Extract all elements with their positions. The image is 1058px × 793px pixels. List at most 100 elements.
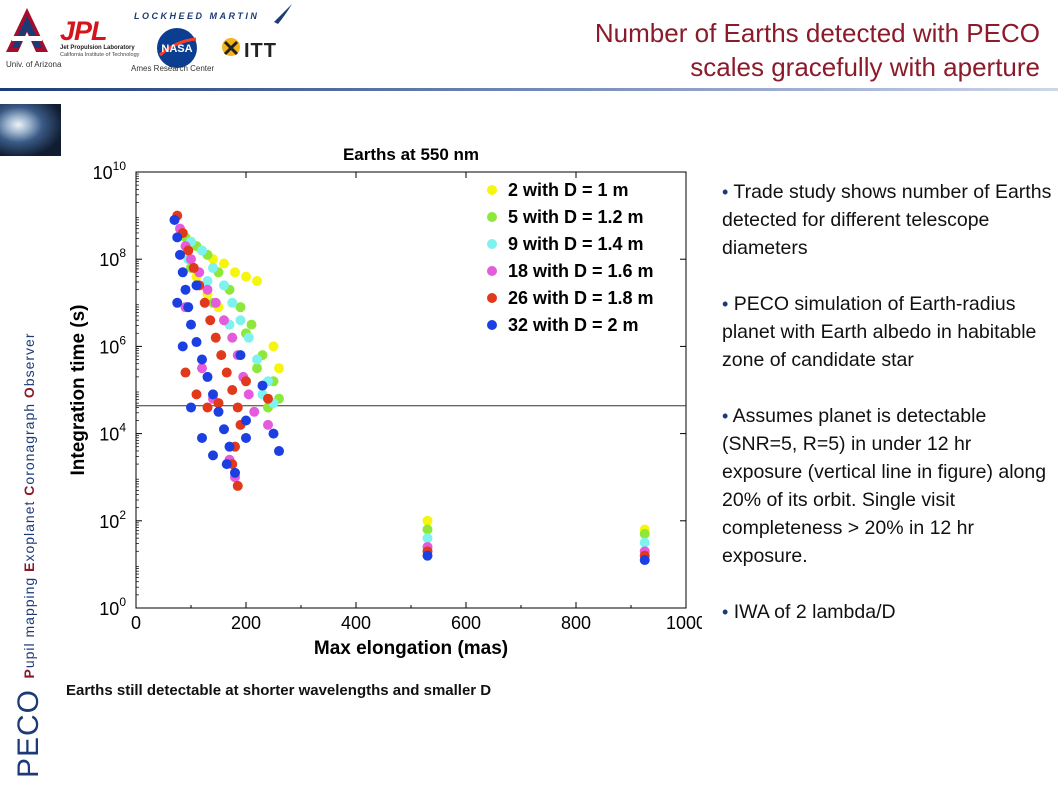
data-point-6 (422, 550, 433, 561)
data-point-1 (422, 515, 433, 526)
data-point-6 (268, 428, 279, 439)
data-point-6 (639, 555, 650, 566)
data-point-1 (252, 276, 262, 286)
data-point-5 (191, 389, 202, 400)
legend-label: 9 with D = 1.4 m (508, 234, 644, 254)
x-tick-label: 800 (561, 613, 591, 633)
title-line-1: Number of Earths detected with PECO (594, 18, 1040, 48)
data-point-3 (208, 262, 218, 273)
ames-caption: Ames Research Center (131, 64, 215, 73)
y-tick-label: 106 (99, 333, 126, 357)
bullet-item: • Trade study shows number of Earths det… (722, 178, 1052, 262)
data-point-6 (219, 424, 229, 435)
initial-e: E (21, 561, 37, 572)
data-point-5 (180, 367, 191, 378)
data-point-1 (268, 341, 279, 352)
legend-marker (487, 293, 497, 303)
legend-label: 26 with D = 1.8 m (508, 288, 654, 308)
y-tick-label: 104 (99, 421, 126, 445)
ua-caption: Univ. of Arizona (6, 60, 62, 69)
data-point-6 (177, 341, 188, 352)
data-point-6 (175, 249, 185, 260)
bullet-item: • IWA of 2 lambda/D (722, 598, 1052, 626)
nasa-meatball-logo: NASA (157, 28, 197, 68)
y-tick-label: 108 (99, 246, 126, 270)
data-point-2 (422, 524, 433, 535)
data-point-2 (235, 302, 246, 313)
data-point-3 (422, 533, 433, 544)
bullet-text: Assumes planet is detectable (SNR=5, R=5… (722, 405, 1047, 567)
data-point-2 (252, 363, 262, 374)
data-point-3 (219, 280, 229, 291)
data-point-6 (208, 389, 218, 400)
y-axis-label: Integration time (s) (68, 304, 89, 475)
data-point-6 (241, 415, 251, 426)
data-point-1 (274, 363, 284, 374)
bullet-dot: • (722, 406, 729, 426)
bullet-text: IWA of 2 lambda/D (733, 601, 896, 623)
y-tick-label: 100 (99, 595, 126, 619)
data-point-3 (243, 332, 254, 343)
data-point-5 (210, 332, 221, 343)
data-point-3 (252, 354, 262, 365)
data-point-6 (183, 302, 194, 313)
jpl-line2: California Institute of Technology (60, 52, 140, 58)
legend-label: 32 with D = 2 m (508, 315, 639, 335)
data-point-4 (197, 363, 207, 374)
data-point-5 (216, 350, 227, 361)
itt-wordmark: ITT (244, 40, 277, 62)
data-point-2 (639, 528, 650, 539)
data-point-1 (241, 271, 251, 282)
data-point-5 (227, 385, 238, 395)
x-tick-label: 600 (451, 613, 481, 633)
slide-title: Number of Earths detected with PECO scal… (480, 16, 1040, 84)
data-point-6 (221, 459, 232, 470)
data-point-6 (172, 297, 183, 308)
data-point-2 (246, 319, 257, 330)
data-point-6 (224, 441, 235, 452)
bullet-dot: • (722, 182, 729, 202)
peco-vertical-label: PECO Pupil mapping Exoplanet Coronagraph… (12, 18, 46, 779)
x-tick-label: 200 (231, 613, 261, 633)
data-point-4 (210, 297, 221, 308)
data-point-6 (197, 354, 207, 365)
data-point-3 (639, 537, 650, 548)
data-point-4 (243, 389, 254, 400)
jpl-line1: Jet Propulsion Laboratory (60, 45, 135, 51)
data-point-6 (213, 406, 224, 417)
data-point-4 (219, 315, 229, 326)
data-point-6 (186, 319, 196, 330)
y-tick-label: 102 (99, 508, 126, 532)
data-point-6 (191, 337, 202, 348)
peco-acronym: PECO (12, 688, 45, 778)
earth-limb-photo (0, 104, 61, 156)
data-point-6 (274, 446, 284, 457)
legend-label: 5 with D = 1.2 m (508, 207, 644, 227)
y-tick-label: 1010 (93, 159, 127, 183)
bullet-item: • Assumes planet is detectable (SNR=5, R… (722, 402, 1052, 570)
chart-title: Earths at 550 nm (343, 145, 479, 164)
bullet-dot: • (722, 294, 729, 314)
data-point-1 (230, 267, 240, 278)
data-point-5 (183, 245, 194, 256)
itt-logo: ITT (220, 36, 290, 66)
header-rule (0, 88, 1058, 91)
data-point-4 (263, 419, 273, 430)
x-axis-label: Max elongation (mas) (314, 638, 508, 659)
title-line-2: scales gracefully with aperture (690, 52, 1040, 82)
data-point-5 (213, 398, 224, 409)
data-point-5 (232, 402, 243, 413)
data-point-5 (221, 367, 232, 378)
bullet-item: • PECO simulation of Earth-radius planet… (722, 290, 1052, 374)
data-point-5 (188, 262, 199, 273)
bullet-list: • Trade study shows number of Earths det… (722, 178, 1052, 654)
itt-engineer-icon (222, 38, 240, 56)
data-point-6 (197, 432, 207, 443)
university-of-arizona-logo (6, 8, 48, 52)
data-point-4 (249, 406, 260, 417)
data-point-6 (257, 380, 268, 391)
data-point-1 (219, 258, 229, 269)
data-point-6 (235, 350, 246, 361)
data-point-6 (208, 450, 218, 461)
data-point-5 (241, 376, 251, 387)
